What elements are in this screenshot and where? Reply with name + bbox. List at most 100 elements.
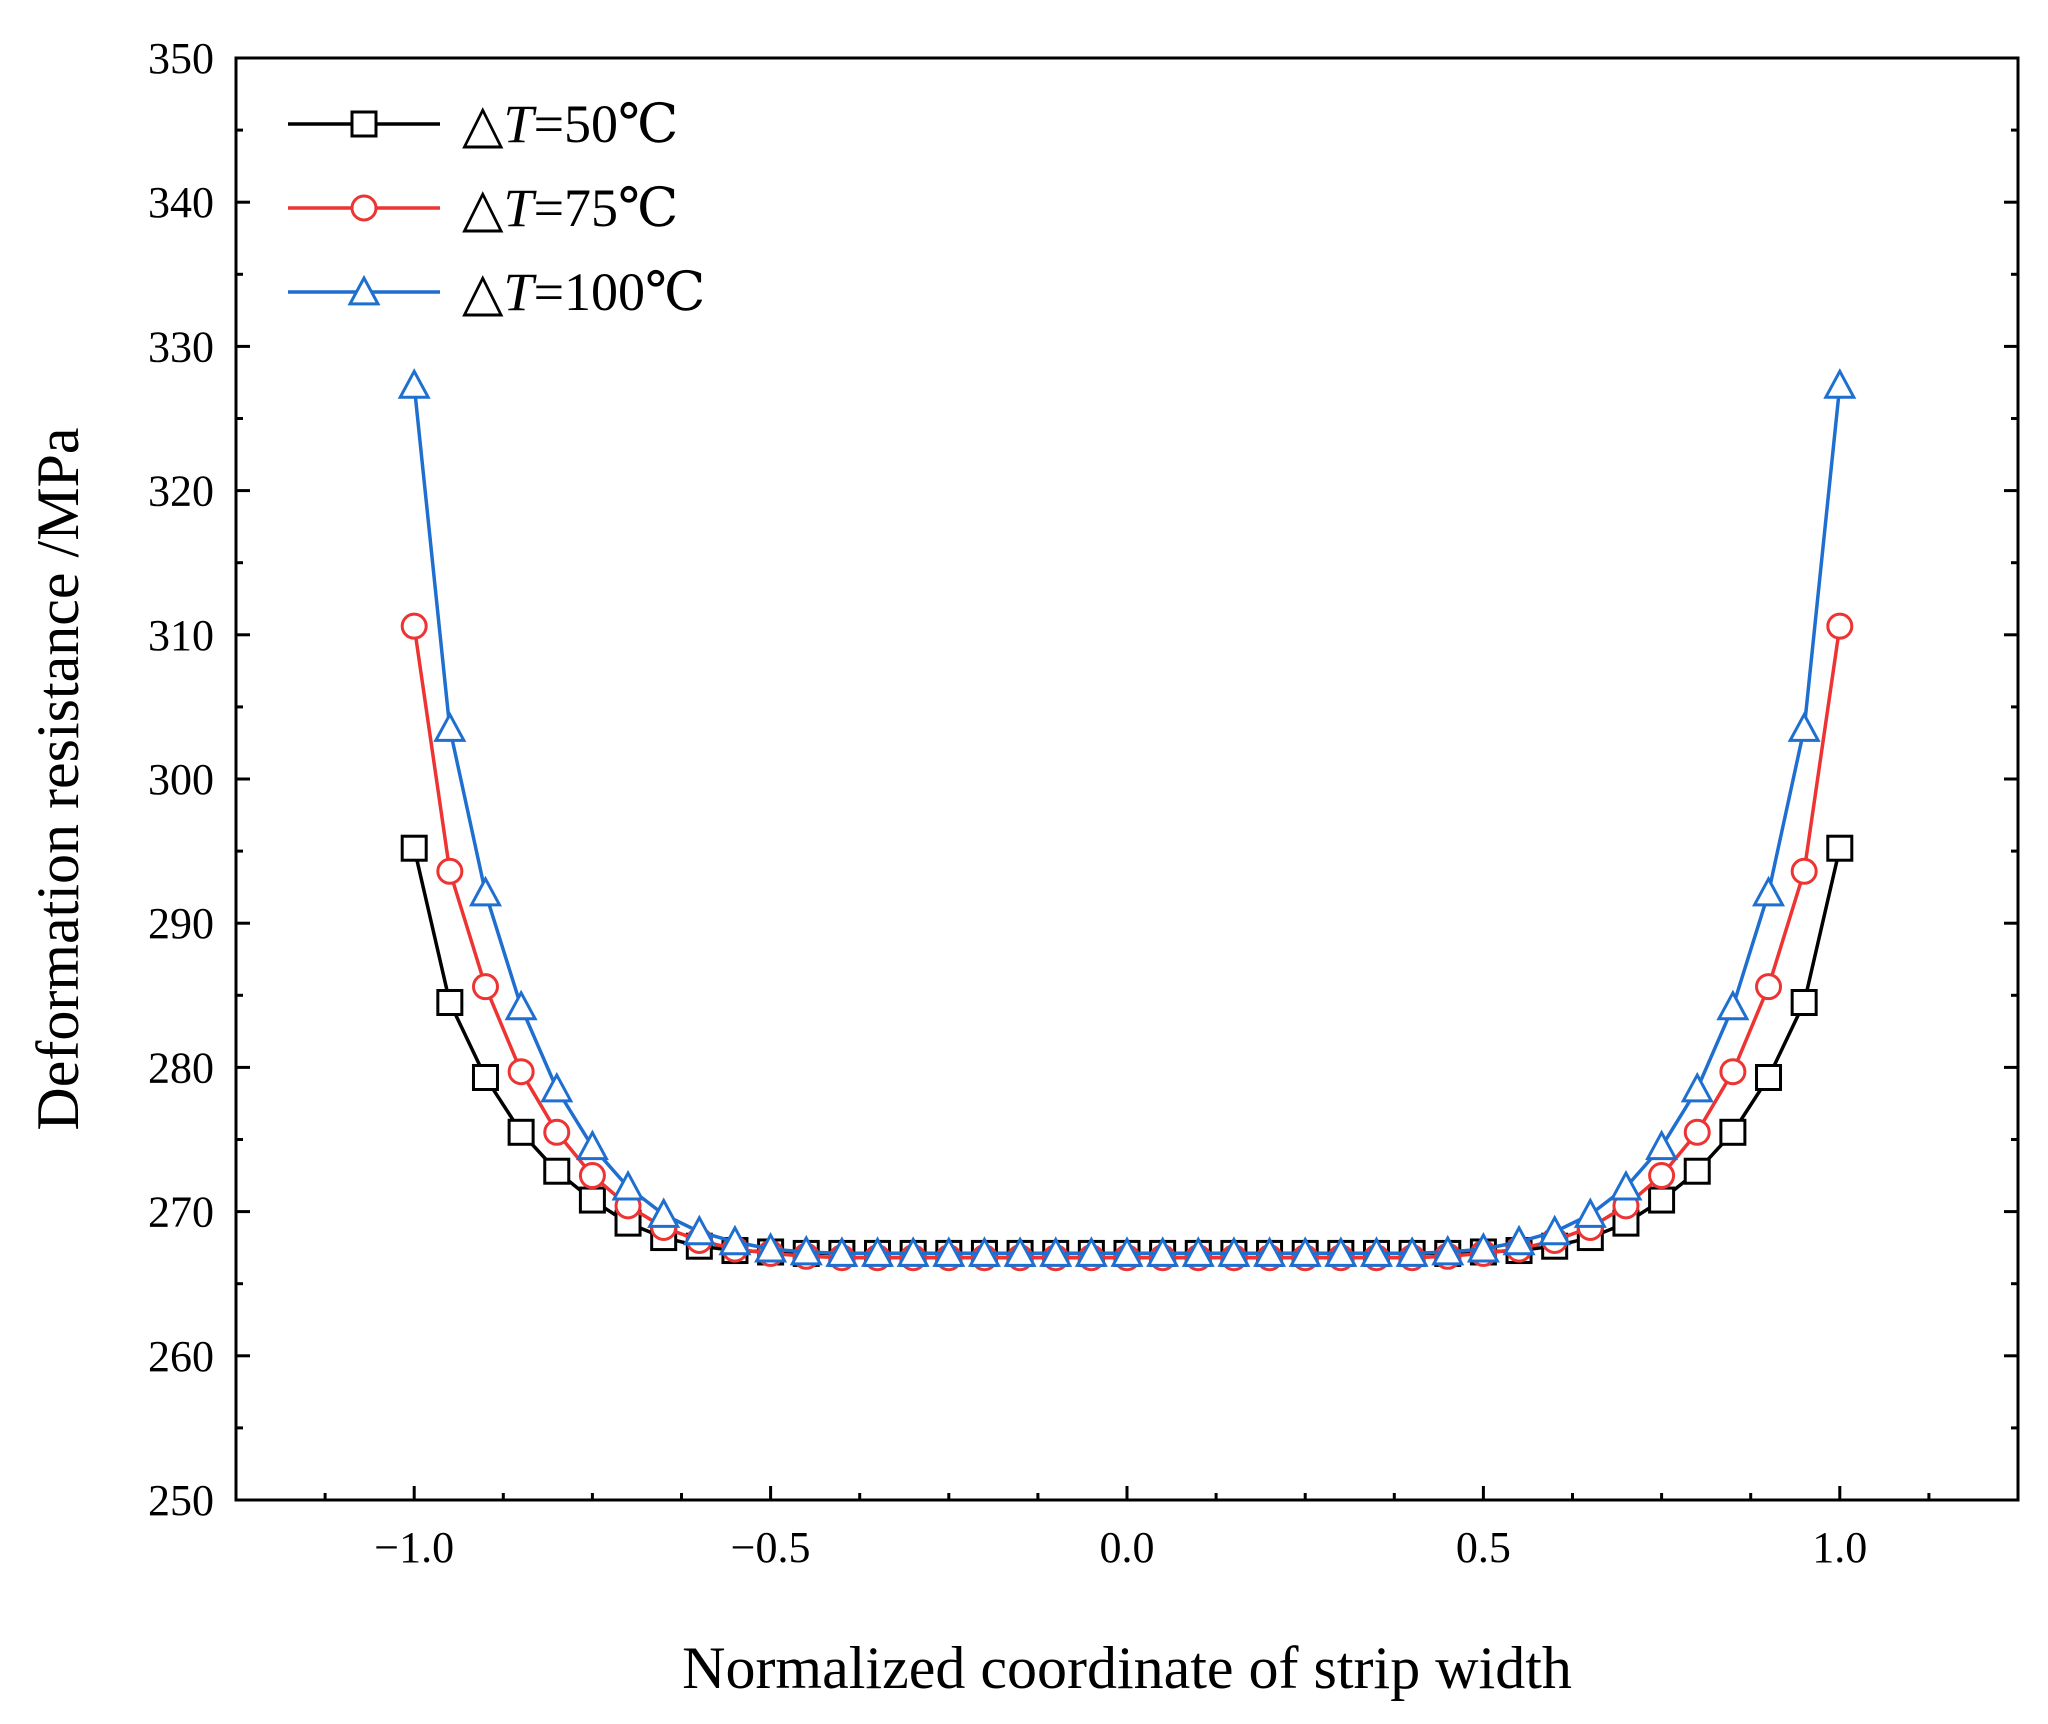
- legend-label: △T=100℃: [462, 262, 705, 322]
- data-point: [1790, 989, 1818, 1017]
- y-tick-label: 290: [148, 899, 214, 948]
- data-point: [1573, 1197, 1607, 1228]
- data-point: [718, 1224, 752, 1256]
- legend-label: △T=75℃: [462, 178, 678, 238]
- y-tick-label: 250: [148, 1476, 214, 1525]
- legend-value: =50℃: [534, 94, 679, 154]
- data-point: [754, 1231, 788, 1263]
- data-point: [1826, 612, 1854, 640]
- data-point: [789, 1234, 823, 1266]
- data-point: [1787, 711, 1821, 742]
- data-point: [896, 1236, 930, 1267]
- data-point: [1359, 1236, 1393, 1267]
- legend-prefix: △: [462, 94, 504, 154]
- legend-label: △T=50℃: [462, 94, 678, 154]
- data-point: [1074, 1236, 1108, 1267]
- data-point: [1538, 1214, 1572, 1246]
- data-point: [1755, 1063, 1783, 1091]
- data-point: [397, 368, 431, 399]
- data-point: [1719, 1118, 1747, 1146]
- legend-entry: △T=100℃: [288, 262, 705, 322]
- data-point: [1790, 857, 1818, 885]
- x-tick-label: 0.5: [1456, 1523, 1511, 1572]
- data-point: [1217, 1236, 1251, 1267]
- data-point: [1645, 1129, 1679, 1161]
- data-point: [504, 989, 538, 1021]
- data-point: [400, 834, 428, 862]
- y-tick-label: 260: [148, 1332, 214, 1381]
- x-axis-title: Normalized coordinate of strip width: [682, 1635, 1572, 1701]
- data-point: [1680, 1071, 1714, 1103]
- y-tick-label: 300: [148, 755, 214, 804]
- data-point: [575, 1129, 609, 1161]
- data-point: [1755, 973, 1783, 1001]
- data-point: [433, 711, 467, 742]
- legend-prefix: △: [462, 178, 504, 238]
- data-point: [543, 1118, 571, 1146]
- data-point: [1719, 1058, 1747, 1086]
- legend-entry: △T=75℃: [288, 178, 678, 238]
- data-point: [578, 1186, 606, 1214]
- legend-entry: △T=50℃: [288, 94, 678, 154]
- x-tick-label: 0.0: [1100, 1523, 1155, 1572]
- data-point: [1431, 1234, 1465, 1266]
- legend-value: =100℃: [534, 262, 706, 322]
- legend-marker: [350, 194, 378, 222]
- x-tick-label: 1.0: [1812, 1523, 1867, 1572]
- series-layer: [397, 368, 1857, 1272]
- data-point: [1288, 1236, 1322, 1267]
- y-tick-label: 320: [148, 467, 214, 516]
- y-tick-label: 310: [148, 611, 214, 660]
- data-point: [507, 1118, 535, 1146]
- data-point: [578, 1162, 606, 1190]
- data-point: [1003, 1236, 1037, 1267]
- data-point: [647, 1197, 681, 1228]
- data-point: [1683, 1118, 1711, 1146]
- data-point: [471, 973, 499, 1001]
- data-point: [825, 1236, 859, 1267]
- data-point: [1395, 1236, 1429, 1267]
- x-tick-label: −0.5: [731, 1523, 811, 1572]
- data-point: [967, 1236, 1001, 1267]
- data-point: [1826, 834, 1854, 862]
- data-point: [507, 1058, 535, 1086]
- x-axis: −1.0 −0.5 0.0 0.5 1.0: [234, 1486, 2020, 1572]
- y-tick-label: 330: [148, 322, 214, 371]
- data-point: [471, 1063, 499, 1091]
- data-point: [1502, 1224, 1536, 1256]
- data-point: [468, 875, 502, 907]
- data-point: [1110, 1236, 1144, 1267]
- legend-value: =75℃: [534, 178, 679, 238]
- y-tick-label: 270: [148, 1188, 214, 1237]
- data-point: [861, 1236, 895, 1267]
- data-point: [1683, 1157, 1711, 1185]
- y-tick-label: 350: [148, 34, 214, 83]
- data-point: [682, 1214, 716, 1246]
- y-tick-label: 340: [148, 178, 214, 227]
- data-point: [1253, 1236, 1287, 1267]
- data-point: [436, 989, 464, 1017]
- data-point: [1146, 1236, 1180, 1267]
- legend-variable: T: [504, 94, 538, 154]
- data-point: [1752, 875, 1786, 907]
- x-tick-label: −1.0: [374, 1523, 454, 1572]
- data-point: [1039, 1236, 1073, 1267]
- data-point: [1609, 1169, 1643, 1201]
- legend-variable: T: [504, 178, 538, 238]
- data-point: [1716, 989, 1750, 1021]
- legend-marker: [350, 110, 378, 138]
- data-point: [932, 1236, 966, 1267]
- series-triangle: [397, 368, 1857, 1267]
- legend-prefix: △: [462, 262, 504, 322]
- data-point: [1181, 1236, 1215, 1267]
- y-axis-title: Deformation resistance /MPa: [25, 427, 91, 1130]
- data-point: [543, 1157, 571, 1185]
- legend-variable: T: [504, 262, 538, 322]
- y-axis: 250 260 270 280 290 300 310 320 330 340 350: [148, 34, 2018, 1525]
- data-point: [1648, 1162, 1676, 1190]
- legend: △T=50℃△T=75℃△T=100℃: [288, 94, 705, 322]
- data-point: [611, 1169, 645, 1201]
- data-point: [1466, 1231, 1500, 1263]
